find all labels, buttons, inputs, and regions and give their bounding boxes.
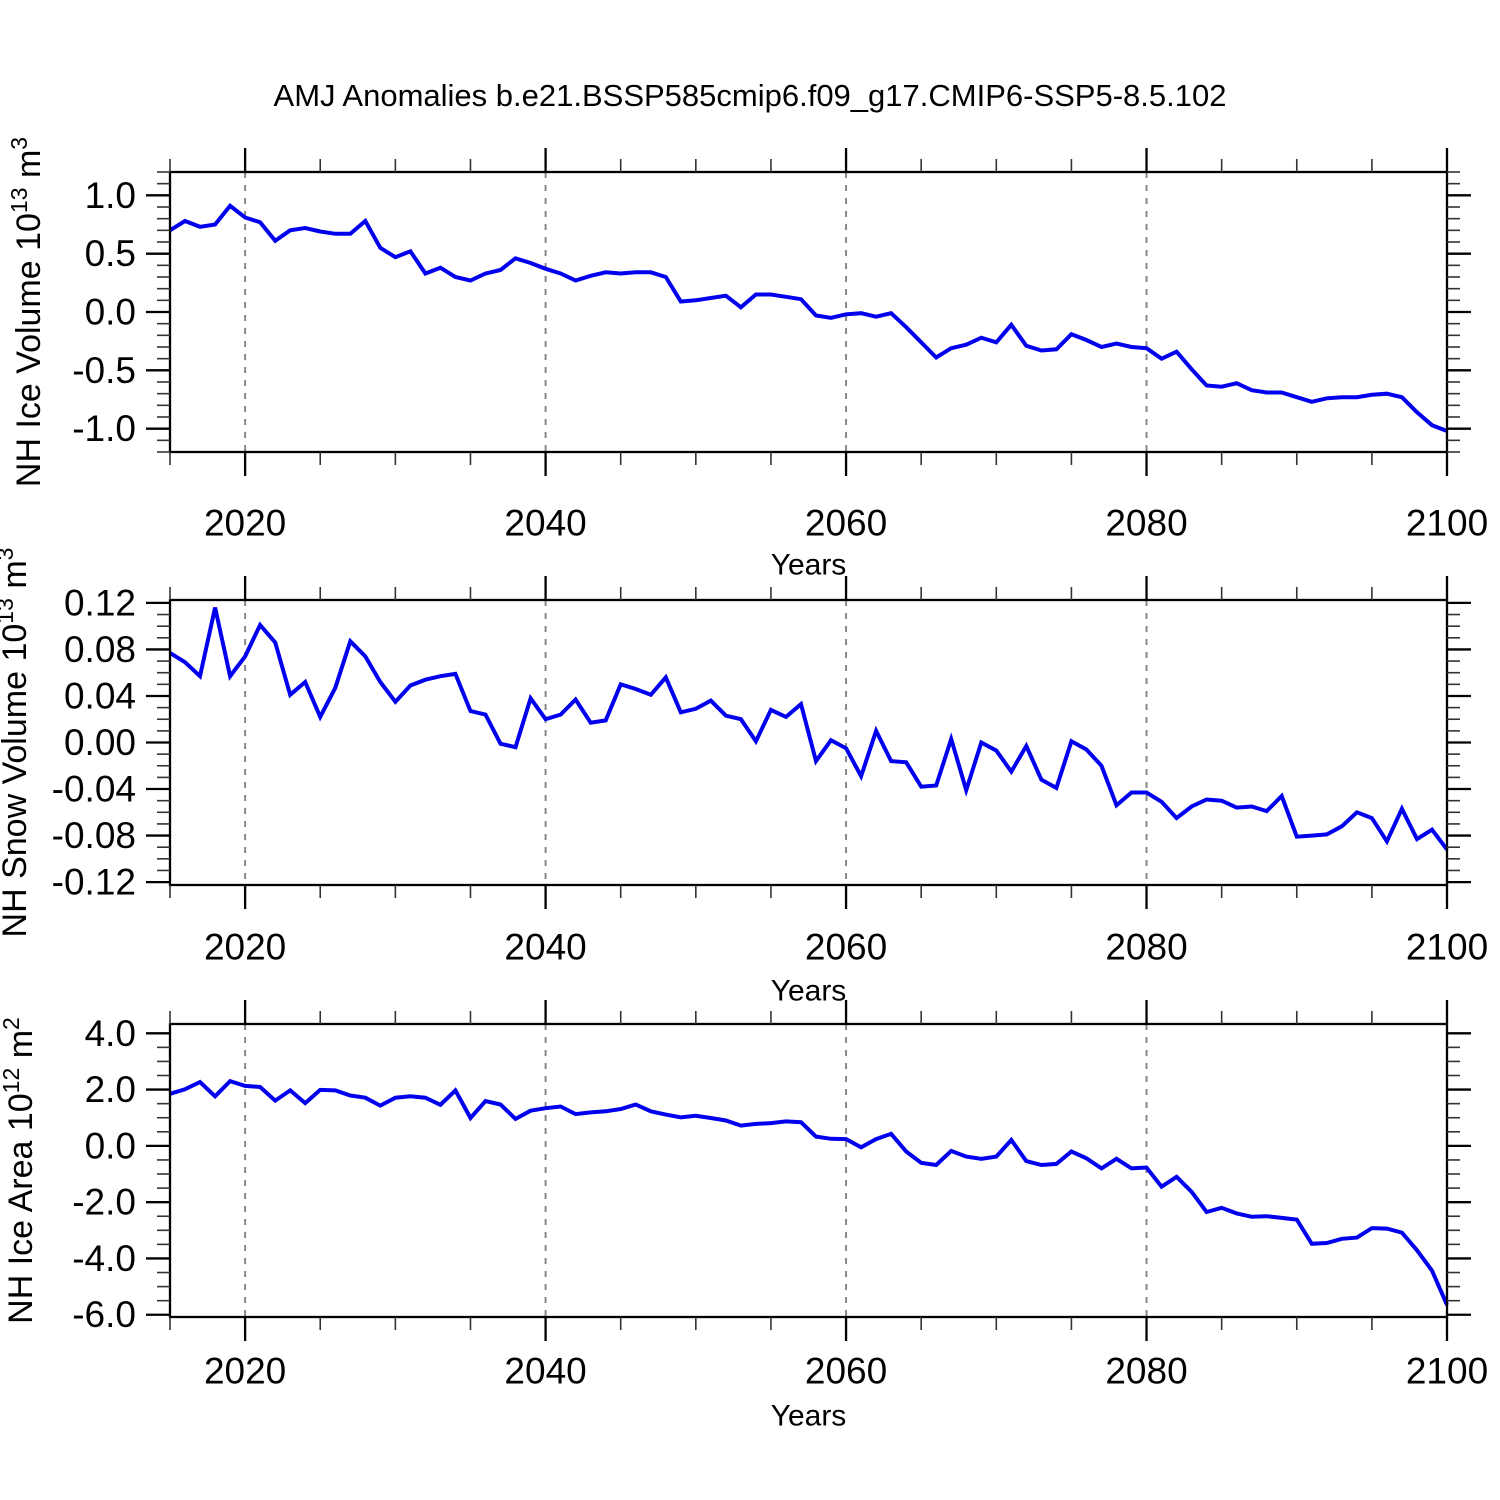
x-tick-label: 2060: [805, 1351, 887, 1392]
y-axis-title: NH Snow Volume 1013 m3: [0, 548, 34, 938]
x-tick-label: 2040: [504, 503, 586, 544]
x-tick-label: 2100: [1406, 503, 1488, 544]
x-tick-label: 2080: [1105, 1351, 1187, 1392]
x-tick-label: 2100: [1406, 1351, 1488, 1392]
x-tick-label: 2100: [1406, 927, 1488, 968]
y-tick-label: 2.0: [85, 1069, 136, 1110]
series-line-nh-ice-area: [169, 1078, 1449, 1306]
y-tick-label: 0.5: [85, 233, 136, 274]
x-tick-label: 2040: [504, 1351, 586, 1392]
chart-nh-snow-volume: 0.12 0.08 0.04 0.00 -0.04 -0.08 -0.12 2020 2040 2…: [0, 548, 1488, 1008]
y-tick-label: 0.04: [64, 675, 136, 716]
x-tick-label: 2020: [204, 503, 286, 544]
plot-border: [168, 170, 1449, 454]
x-tick-label: 2020: [204, 927, 286, 968]
x-tick-label: 2060: [805, 503, 887, 544]
y-tick-label: 0.12: [64, 582, 136, 623]
y-tick-label: -1.0: [72, 408, 136, 449]
y-tick-label: -0.12: [52, 862, 136, 903]
x-tick-label: 2060: [805, 927, 887, 968]
y-tick-label: 0.00: [64, 722, 136, 763]
x-axis-title: Years: [771, 1400, 847, 1433]
y-axis-title: NH Ice Area 1012 m2: [0, 1017, 40, 1324]
y-tick-label: 0.08: [64, 629, 136, 670]
x-axis-title: Years: [771, 975, 847, 1008]
y-tick-label: -6.0: [72, 1294, 136, 1335]
y-tick-label: -0.08: [52, 815, 136, 856]
series-line-nh-ice-volume: [168, 203, 1448, 433]
plot-border: [168, 1022, 1449, 1319]
x-tick-label: 2040: [504, 927, 586, 968]
x-tick-label: 2020: [204, 1351, 286, 1392]
chart-nh-ice-area: 4.0 2.0 0.0 -2.0 -4.0 -6.0 2020 2040 2060 2080 210…: [0, 1000, 1488, 1433]
y-tick-label: -0.04: [52, 769, 136, 810]
y-axis-title: NH Ice Volume 1013 m3: [6, 137, 48, 487]
y-tick-label: -2.0: [72, 1182, 136, 1223]
y-tick-label: 4.0: [85, 1013, 136, 1054]
x-tick-label: 2080: [1105, 927, 1187, 968]
chart-nh-ice-volume: 1.0 0.5 0.0 -0.5 -1.0 2020 2040 2060 2080 2100 Yea…: [6, 137, 1488, 582]
figure-title: AMJ Anomalies b.e21.BSSP585cmip6.f09_g17…: [273, 78, 1227, 113]
y-tick-label: 1.0: [85, 175, 136, 216]
y-tick-label: 0.0: [85, 292, 136, 333]
plot-border: [168, 598, 1449, 887]
x-tick-label: 2080: [1105, 503, 1187, 544]
series-line-nh-snow-volume: [168, 607, 1449, 851]
x-axis-title: Years: [771, 549, 847, 582]
y-tick-label: 0.0: [85, 1125, 136, 1166]
y-tick-label: -4.0: [72, 1238, 136, 1279]
y-tick-label: -0.5: [72, 350, 136, 391]
